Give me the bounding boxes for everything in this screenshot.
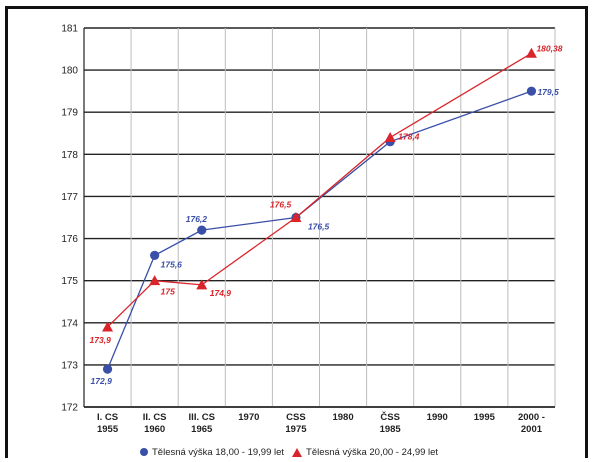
data-label: 172,9 [91,376,113,386]
legend-item-series-2: Tělesná výška 20,00 - 24,99 let [292,447,438,458]
data-label: 178,4 [398,131,420,141]
x-tick-label: 2000 -2001 [518,412,545,435]
data-point-triangle [384,131,396,142]
x-tick-label: 1970 [238,412,259,423]
y-tick-label: 176 [61,234,78,245]
y-tick-label: 180 [61,66,78,77]
data-label: 179,5 [537,87,559,97]
legend-label-series-1: Tělesná výška 18,00 - 19,99 let [152,446,285,458]
data-label: 174,9 [210,288,232,298]
x-tick-label: 1995 [474,412,496,423]
data-point-circle [150,250,160,260]
x-tick-label: CSS 1975 [285,412,307,435]
data-label: 176,5 [270,200,292,210]
data-label: 175,6 [161,259,183,269]
y-tick-label: 181 [61,24,78,35]
data-point-triangle [102,321,114,332]
data-point-circle [526,86,537,96]
legend-label-series-2: Tělesná výška 20,00 - 24,99 let [306,446,439,458]
series-line-2 [107,52,532,328]
y-tick-label: 178 [61,150,78,161]
data-point-triangle [196,279,208,290]
data-point-triangle [149,275,161,286]
x-tick-label: II. CS 1960 [143,412,167,435]
data-label: 175 [161,287,175,297]
y-tick-label: 179 [61,108,78,119]
x-tick-label: III. CS 1965 [189,412,215,435]
data-point-triangle [290,212,302,222]
y-tick-label: 172 [61,403,78,414]
series-line-1 [106,90,532,370]
x-tick-label: 1980 [332,412,353,423]
legend: Tělesná výška 18,00 - 19,99 let Tělesná … [140,445,580,459]
x-tick-label: 1990 [427,412,448,423]
data-label: 176,5 [308,222,330,232]
legend-circle-marker [140,448,148,456]
data-point-circle [197,225,207,235]
legend-item-series-1: Tělesná výška 18,00 - 19,99 let [140,447,284,458]
x-tick-label: ČSS 1985 [380,411,402,435]
data-point-triangle [525,47,537,58]
data-label: 180,38 [536,43,562,53]
y-tick-label: 173 [61,360,78,371]
y-tick-label: 177 [61,192,78,203]
legend-triangle-marker [292,447,303,457]
y-tick-label: 174 [61,318,78,329]
x-tick-label: I. CS 1955 [97,412,119,435]
data-point-circle [102,364,113,374]
y-tick-label: 175 [61,276,78,287]
data-label: 173,9 [90,335,112,345]
data-label: 176,2 [186,214,208,224]
